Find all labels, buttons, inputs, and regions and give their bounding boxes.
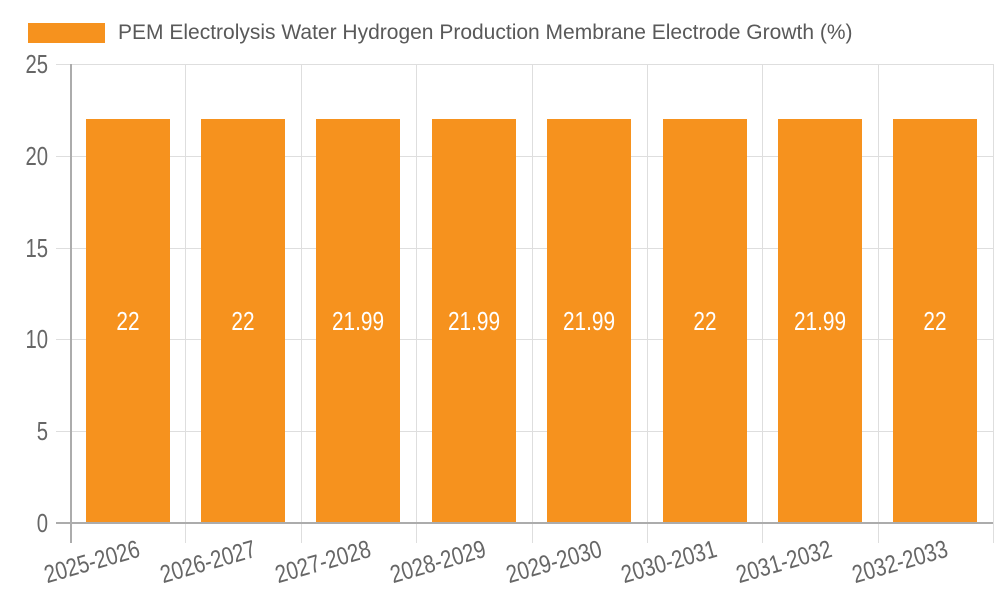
y-axis-tick-label: 20: [25, 140, 48, 171]
bar-value-label: 22: [231, 306, 255, 337]
x-axis-tick-label: 2026-2027: [156, 535, 259, 589]
y-axis-tick-label: 25: [25, 49, 48, 79]
bar-value-label: 21.99: [332, 306, 385, 337]
y-gridline: [56, 431, 993, 433]
y-axis-tick-label: 0: [36, 508, 48, 538]
bar[interactable]: 21.99: [316, 119, 401, 523]
x-gridline: [762, 64, 764, 543]
x-axis-tick-label: 2028-2029: [387, 535, 490, 589]
x-axis-tick-label: 2031-2032: [733, 535, 836, 589]
y-gridline: [56, 64, 993, 65]
bar-value-label: 22: [116, 306, 140, 337]
legend-item[interactable]: PEM Electrolysis Water Hydrogen Producti…: [28, 21, 853, 45]
y-axis-tick-label: 15: [25, 232, 48, 263]
y-axis-line: [70, 64, 72, 543]
bar[interactable]: 21.99: [777, 119, 862, 523]
bar[interactable]: 21.99: [547, 119, 632, 523]
x-axis-tick-label: 2027-2028: [271, 535, 374, 589]
x-gridline: [877, 64, 879, 543]
bar[interactable]: 22: [662, 119, 747, 523]
x-gridline: [300, 64, 302, 543]
x-axis-line: [56, 522, 993, 524]
bar-value-label: 21.99: [563, 306, 616, 337]
bar[interactable]: 22: [893, 119, 978, 523]
bar-value-label: 21.99: [447, 306, 500, 337]
bar-value-label: 21.99: [793, 306, 846, 337]
x-axis-tick-label: 2025-2026: [41, 535, 144, 589]
y-axis-tick-label: 5: [36, 416, 48, 447]
x-axis-tick-label: 2030-2031: [618, 535, 721, 589]
x-gridline: [646, 64, 648, 543]
x-gridline: [993, 64, 994, 543]
bar[interactable]: 22: [85, 119, 170, 523]
bar-value-label: 22: [923, 306, 947, 337]
x-axis-tick-label: 2032-2033: [848, 535, 951, 589]
bar[interactable]: 21.99: [431, 119, 516, 523]
y-gridline: [56, 339, 993, 341]
x-gridline: [416, 64, 418, 543]
y-axis-tick-label: 10: [25, 324, 48, 355]
bar[interactable]: 22: [201, 119, 286, 523]
legend-swatch: [28, 23, 105, 43]
legend-label: PEM Electrolysis Water Hydrogen Producti…: [118, 21, 853, 44]
y-gridline: [56, 247, 993, 249]
bar-value-label: 22: [692, 306, 717, 337]
y-gridline: [56, 155, 993, 157]
x-gridline: [185, 64, 187, 543]
x-axis-tick-label: 2029-2030: [502, 535, 605, 589]
x-gridline: [531, 64, 533, 543]
